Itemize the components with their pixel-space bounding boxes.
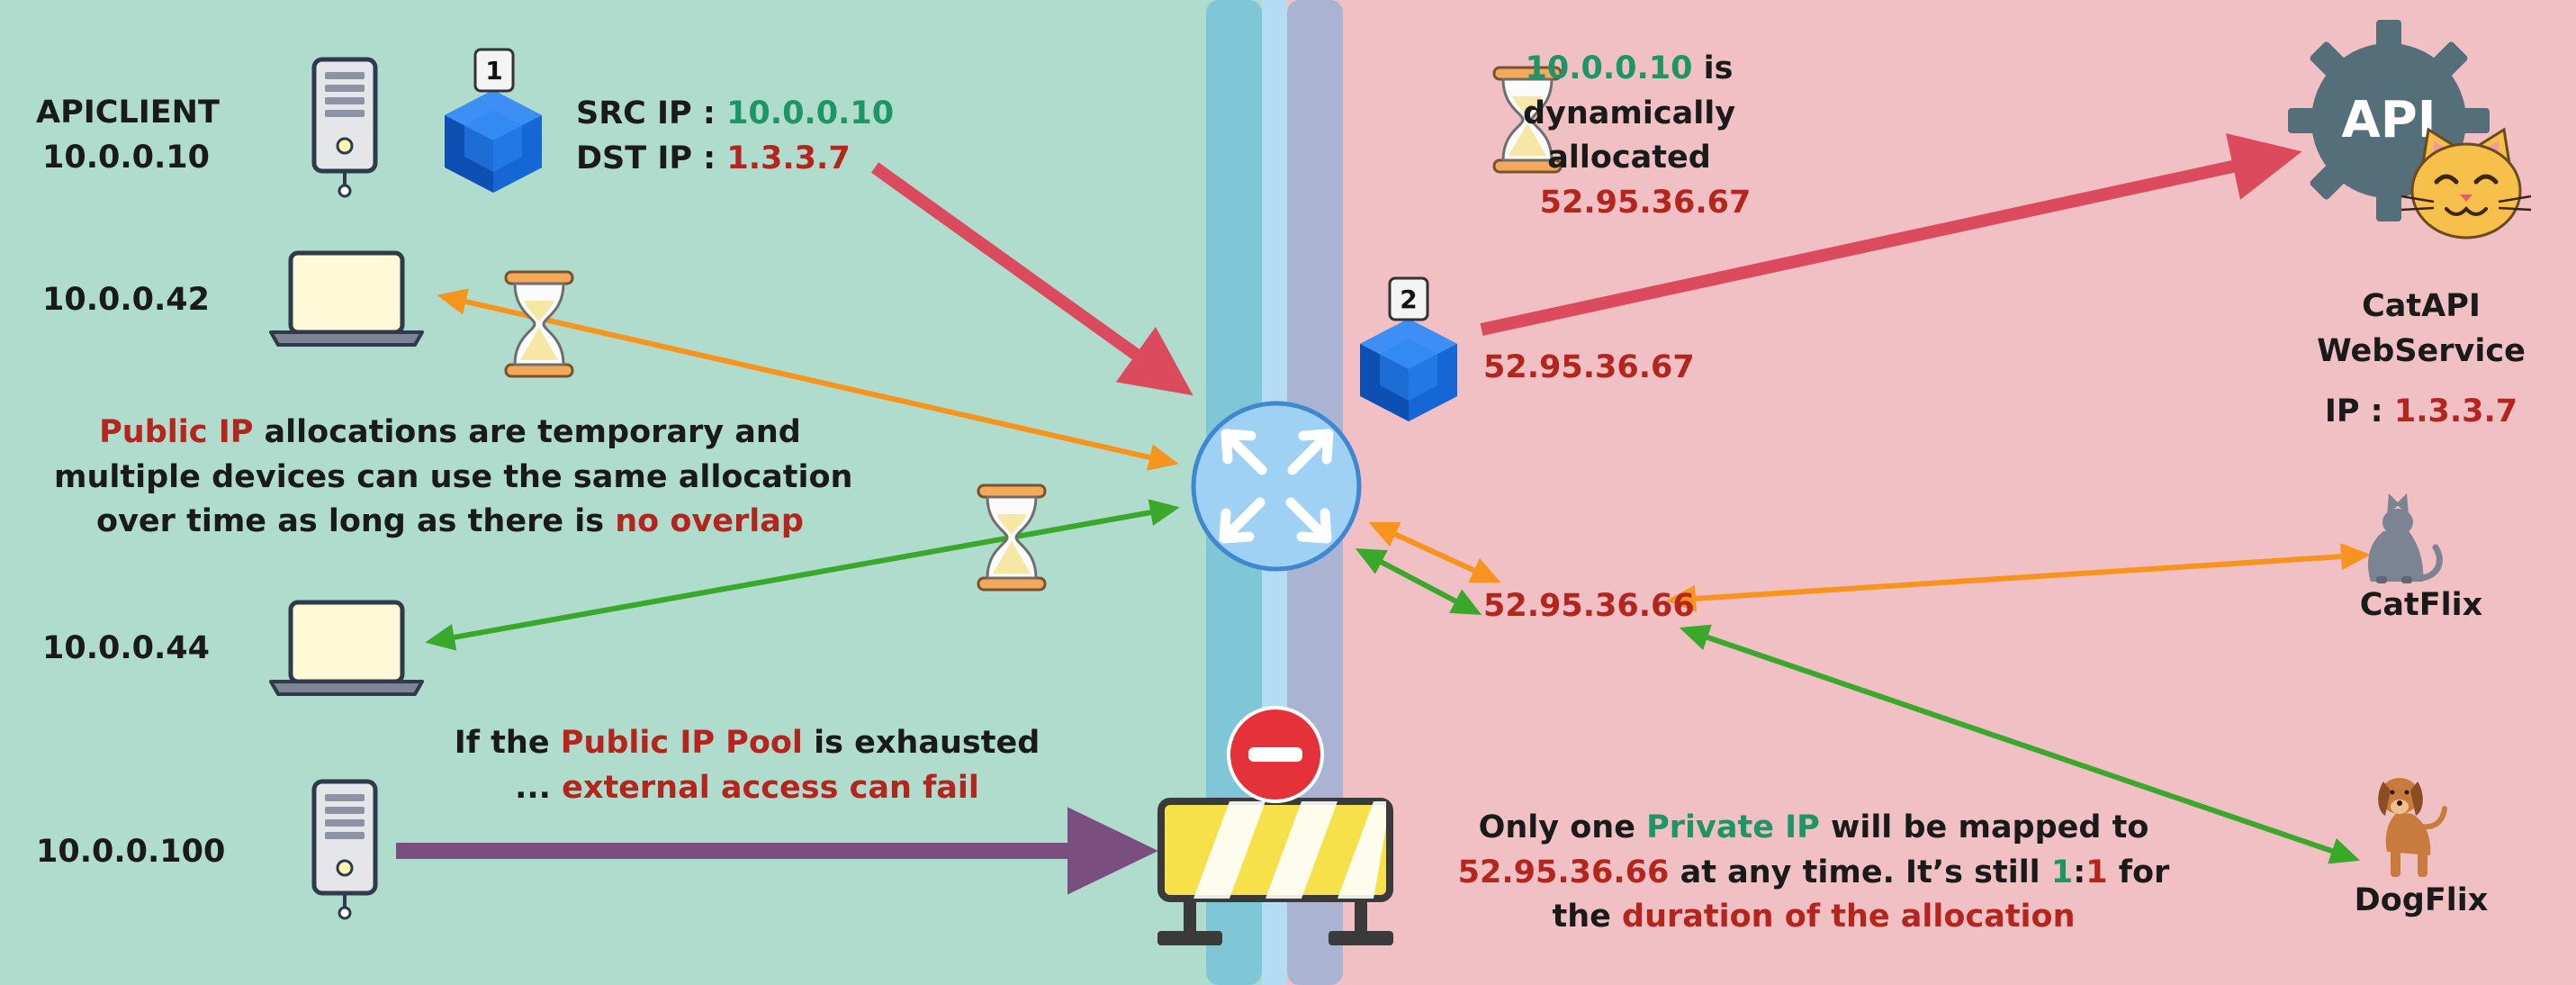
map-note-private-ip: Private IP xyxy=(1646,809,1820,845)
map-note-text-i: for xyxy=(2107,854,2170,890)
map-note-one-a: 1 xyxy=(2050,854,2074,890)
blocked-barrier-icon xyxy=(1157,706,1393,945)
pool-note-line-2: ... external access can fail xyxy=(432,766,1062,811)
allocation-arrow-44 xyxy=(425,499,1180,651)
map-note-duration: duration of the allocation xyxy=(1622,899,2076,935)
catapi-label: CatAPI WebService xyxy=(2277,285,2565,374)
host-ip-42: 10.0.0.42 xyxy=(41,282,210,318)
dst-ip-line: DST IP : 1.3.3.7 xyxy=(576,137,894,182)
nat-green-short-arrow xyxy=(1355,548,1482,615)
temp-note-text-3: over time as long as there is xyxy=(96,503,616,540)
temporary-allocation-note: Public IP allocations are temporary and … xyxy=(54,411,853,545)
map-note-text-e: at any time. It’s still xyxy=(1669,854,2051,890)
map-note-text-j: the xyxy=(1552,899,1623,935)
alloc-private-ip: 10.0.0.10 xyxy=(1525,50,1693,86)
map-note-ip: 52.95.36.66 xyxy=(1457,854,1670,890)
apiclient-ip: 10.0.0.10 xyxy=(41,139,210,176)
catapi-ip-prefix: IP : xyxy=(2324,393,2394,429)
pool-note-text-c: is exhausted xyxy=(802,725,1040,761)
alloc-line-1: 10.0.0.10 is xyxy=(1512,47,1746,92)
dynamic-allocation-note: 10.0.0.10 is dynamically allocated 52.95… xyxy=(1512,47,1751,226)
catapi-name-line-1: CatAPI xyxy=(2362,288,2481,324)
alloc-line-3: allocated xyxy=(1547,140,1711,176)
temp-note-line-1: Public IP allocations are temporary and xyxy=(54,411,846,456)
host-ip-100: 10.0.0.100 xyxy=(36,834,226,870)
one-to-one-mapping-note: Only one Private IP will be mapped to 52… xyxy=(1413,806,2214,940)
laptop-42-icon xyxy=(271,253,422,345)
laptop-44-icon xyxy=(271,602,422,694)
apiclient-name: APICLIENT xyxy=(36,95,220,131)
shared-public-ip: 52.95.36.66 xyxy=(1483,588,1695,624)
dogflix-arrow xyxy=(1679,624,2361,864)
dst-ip-prefix: DST IP : xyxy=(576,140,727,176)
alloc-public-ip: 52.95.36.67 xyxy=(1539,185,1752,221)
temp-note-no-overlap: no overlap xyxy=(615,503,804,540)
pool-exhausted-note: If the Public IP Pool is exhausted ... e… xyxy=(432,721,1062,810)
nat-router-icon xyxy=(1191,401,1362,572)
dogflix-label: DogFlix xyxy=(2354,882,2489,918)
pool-note-ellipsis: ... xyxy=(515,769,563,806)
allocation-arrow-42 xyxy=(437,288,1179,471)
alloc-is: is xyxy=(1692,50,1734,86)
catflix-cat-icon xyxy=(2367,493,2443,583)
apiclient-label: APICLIENT 10.0.0.10 xyxy=(36,91,220,180)
src-ip-prefix: SRC IP : xyxy=(576,95,727,131)
api-logo-text: API xyxy=(2341,91,2436,149)
pool-note-line-1: If the Public IP Pool is exhausted xyxy=(432,721,1062,766)
src-ip-value: 10.0.0.10 xyxy=(726,95,895,131)
catflix-arrow xyxy=(1666,543,2371,612)
map-note-line-3: the duration of the allocation xyxy=(1413,895,2214,940)
catflix-label: CatFlix xyxy=(2359,587,2483,623)
packet-2-ip: 52.95.36.67 xyxy=(1483,349,1695,385)
temp-note-public-ip: Public IP xyxy=(99,414,254,450)
catapi-ip: IP : 1.3.3.7 xyxy=(2277,390,2565,435)
temp-note-text-1: allocations are temporary and xyxy=(253,414,801,450)
packet-1-addresses: SRC IP : 10.0.0.10 DST IP : 1.3.3.7 xyxy=(576,92,894,181)
catapi-ip-value: 1.3.3.7 xyxy=(2393,393,2518,429)
dogflix-dog-icon xyxy=(2378,778,2447,877)
dst-ip-value: 1.3.3.7 xyxy=(726,140,851,176)
alloc-line-2: dynamically xyxy=(1522,95,1736,131)
pool-note-pool: Public IP Pool xyxy=(560,725,803,761)
map-note-colon: : xyxy=(2073,854,2086,890)
pool-note-fail: external access can fail xyxy=(562,769,979,806)
src-ip-line: SRC IP : 10.0.0.10 xyxy=(576,92,894,137)
map-note-line-2: 52.95.36.66 at any time. It’s still 1:1 … xyxy=(1413,851,2214,896)
pool-note-text-a: If the xyxy=(454,725,561,761)
host-ip-44: 10.0.0.44 xyxy=(41,630,210,666)
packet-1-number: 1 xyxy=(485,56,502,86)
map-note-text-c: will be mapped to xyxy=(1819,809,2149,845)
packet-2-number: 2 xyxy=(1400,285,1417,314)
map-note-line-1: Only one Private IP will be mapped to xyxy=(1413,806,2214,851)
map-note-one-b: 1 xyxy=(2085,854,2108,890)
temp-note-line-2: multiple devices can use the same alloca… xyxy=(54,458,853,495)
catapi-name-line-2: WebService xyxy=(2317,332,2526,369)
map-note-text-a: Only one xyxy=(1478,809,1647,845)
temp-note-line-3: over time as long as there is no overlap xyxy=(54,500,846,545)
translated-request-arrow xyxy=(1480,132,2302,336)
